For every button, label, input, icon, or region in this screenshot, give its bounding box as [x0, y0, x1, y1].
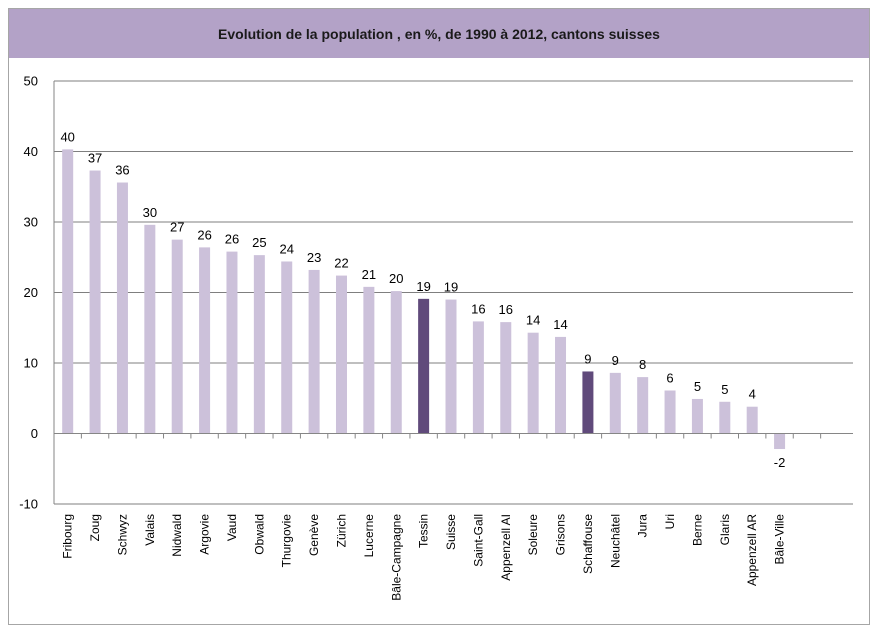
- data-label: 25: [252, 235, 266, 250]
- bar-b-le-ville: [774, 433, 786, 450]
- bar-appenzell-ai: [500, 322, 512, 434]
- data-label: 26: [197, 227, 211, 242]
- data-label: 24: [279, 241, 293, 256]
- category-label: Argovie: [198, 514, 212, 555]
- y-axis-ticks: -10 0 10 20 30 40 50: [19, 74, 38, 512]
- bar-schaffouse: [582, 371, 594, 434]
- data-label: 36: [115, 163, 129, 178]
- data-label: 22: [334, 256, 348, 271]
- data-label: 6: [666, 370, 673, 385]
- bar-appenzell-ar: [746, 406, 758, 434]
- bar-saint-gall: [472, 321, 484, 434]
- y-tick-label: 40: [24, 144, 38, 159]
- bar-uri: [664, 390, 676, 434]
- data-label: 16: [499, 302, 513, 317]
- data-label: 5: [694, 379, 701, 394]
- data-label: 14: [526, 313, 540, 328]
- bar-soleure: [527, 332, 539, 434]
- category-label: Schaffouse: [581, 514, 595, 574]
- y-tick-label: 10: [24, 356, 38, 371]
- bar-thurgovie: [281, 261, 293, 434]
- category-label: Appenzell AI: [499, 514, 513, 581]
- data-label: 14: [553, 317, 567, 332]
- category-label: Grisons: [554, 514, 568, 555]
- bar-gen-ve: [308, 269, 320, 434]
- data-label: 4: [749, 387, 756, 402]
- category-label: Jura: [636, 514, 650, 538]
- category-label: Fribourg: [61, 514, 75, 559]
- category-label: Bâle-Campagne: [389, 514, 403, 601]
- data-label: 23: [307, 250, 321, 265]
- y-tick-label: 20: [24, 285, 38, 300]
- category-label: Lucerne: [362, 514, 376, 558]
- category-label: Neuchâtel: [608, 514, 622, 568]
- data-label: 30: [143, 205, 157, 220]
- data-label: 19: [444, 280, 458, 295]
- y-tick-label: 50: [24, 74, 38, 89]
- data-label: 8: [639, 357, 646, 372]
- bar-schwyz: [116, 182, 128, 434]
- bar-vaud: [226, 251, 238, 434]
- bar-obwald: [253, 255, 265, 434]
- category-label: Suisse: [444, 514, 458, 550]
- category-label: Valais: [143, 514, 157, 546]
- data-label: 20: [389, 271, 403, 286]
- category-label: Saint-Gall: [471, 514, 485, 567]
- bar-b-le-campagne: [390, 291, 402, 434]
- bar-fribourg: [62, 149, 74, 434]
- axes: [53, 81, 853, 504]
- chart-title: Evolution de la population , en %, de 19…: [218, 25, 660, 42]
- bar-argovie: [199, 247, 211, 434]
- bar-lucerne: [363, 286, 375, 434]
- category-label: Soleure: [526, 514, 540, 556]
- category-label: Glaris: [718, 514, 732, 545]
- data-labels: 40 37 36 30 27 26 26 25 24 23 22 21 20 19 19 16 16 14 14 9 9…: [60, 129, 785, 470]
- data-label: -2: [774, 455, 786, 470]
- bar-jura: [637, 377, 649, 434]
- category-labels: Fribourg Zoug Schwyz Valais Nidwald Argovie Va…: [61, 514, 787, 601]
- data-label: 5: [721, 382, 728, 397]
- category-label: Nidwald: [170, 514, 184, 557]
- bar-z-rich: [335, 275, 347, 434]
- bar-zoug: [89, 170, 101, 434]
- data-label: 40: [60, 129, 74, 144]
- data-label: 26: [225, 232, 239, 247]
- bar-valais: [144, 224, 156, 434]
- data-label: 9: [584, 351, 591, 366]
- category-label: Thurgovie: [280, 514, 294, 568]
- y-tick-label: -10: [19, 497, 38, 512]
- bar-tessin: [418, 298, 430, 434]
- category-label: Zürich: [334, 514, 348, 547]
- bars: [62, 149, 786, 450]
- data-label: 27: [170, 220, 184, 235]
- bar-glaris: [719, 401, 731, 434]
- data-label: 9: [612, 353, 619, 368]
- bar-suisse: [445, 299, 457, 434]
- category-label: Berne: [690, 514, 704, 546]
- data-label: 19: [416, 279, 430, 294]
- y-tick-label: 0: [31, 426, 38, 441]
- data-label: 16: [471, 301, 485, 316]
- category-label: Genève: [307, 514, 321, 556]
- bar-nidwald: [171, 239, 183, 434]
- category-label: Vaud: [225, 514, 239, 541]
- bar-grisons: [555, 336, 567, 434]
- category-label: Uri: [663, 514, 677, 529]
- bar-berne: [691, 398, 703, 434]
- category-label: Appenzell AR: [745, 514, 759, 586]
- data-label: 37: [88, 151, 102, 166]
- bar-neuch-tel: [609, 372, 621, 434]
- chart-title-bar: Evolution de la population , en %, de 19…: [9, 9, 869, 58]
- category-label: Zoug: [88, 514, 102, 541]
- category-label: Tessin: [417, 514, 431, 548]
- y-tick-label: 30: [24, 215, 38, 230]
- category-label: Schwyz: [115, 514, 129, 555]
- category-label: Obwald: [252, 514, 266, 555]
- gridlines: [54, 80, 853, 505]
- category-label: Bâle-Ville: [773, 514, 787, 565]
- data-label: 21: [362, 267, 376, 282]
